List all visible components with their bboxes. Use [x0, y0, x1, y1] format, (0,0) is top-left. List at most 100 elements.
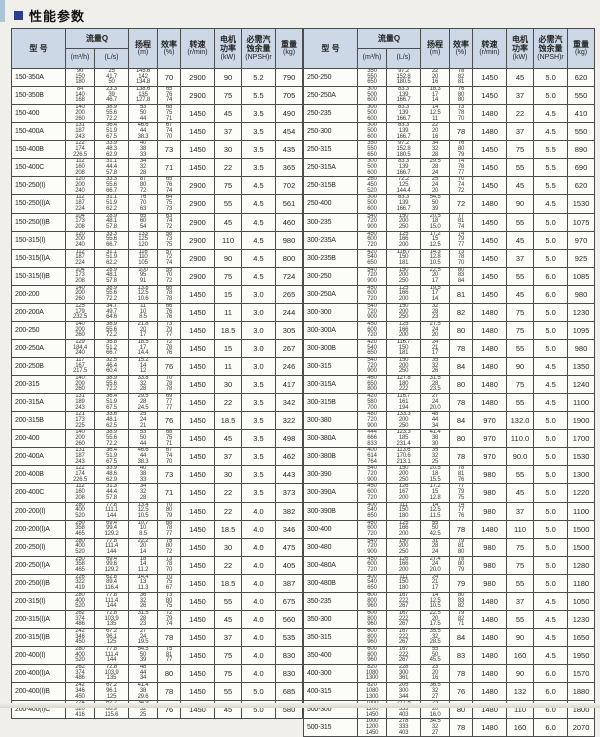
flow-ls-cell: 31.1 51.9 62.2 — [93, 194, 130, 214]
weight-cell: 685 — [275, 682, 304, 702]
flow-ls-cell: 278 333 403 — [386, 718, 422, 737]
head-cell: 33.8 32 28 — [128, 375, 159, 395]
weight-cell: 550 — [567, 86, 596, 106]
power-cell: 45 — [506, 483, 535, 503]
flow-m3h-cell: 250 358 465 — [65, 519, 95, 539]
flow-m3h-cell: 120 200 240 — [65, 176, 95, 196]
model-cell: 200-315 — [11, 375, 66, 395]
power-cell: 75 — [506, 302, 535, 322]
flow-m3h-cell: 84 140 168 — [65, 86, 95, 106]
model-cell: 200-315B — [11, 411, 66, 431]
flow-m3h-cell: 250 358 465 — [65, 555, 95, 575]
flow-m3h-cell: 444 666 833 — [357, 429, 388, 449]
speed-cell: 1480 — [472, 718, 508, 737]
model-cell: 250-315B — [303, 176, 359, 196]
efficiency-cell: 70 — [157, 67, 182, 88]
flow-ls-cell: 36.4 51.9 67.5 — [93, 447, 130, 467]
flow-m3h-cell: 140 200 260 — [65, 104, 95, 124]
model-cell: 250-235 — [303, 104, 359, 124]
efficiency-cell: 77 81 74 — [449, 212, 474, 232]
npsh-cell: 4.5 — [533, 356, 569, 377]
flow-m3h-cell: 140 200 260 — [65, 284, 95, 304]
flow-ls-cell: 35.8 51.2 66.7 — [93, 338, 130, 359]
power-cell: 132.0 — [506, 411, 535, 431]
model-cell: 400-300 — [303, 664, 359, 684]
npsh-cell: 5.0 — [241, 682, 277, 702]
model-cell: 200-400A — [11, 447, 66, 467]
model-cell: 150-400 — [11, 104, 66, 124]
efficiency-cell: 71 — [157, 483, 182, 503]
efficiency-cell: 80 83 82 — [449, 591, 474, 611]
flow-m3h-cell: 420 540 650 — [357, 248, 388, 268]
power-cell: 90.0 — [506, 447, 535, 467]
table-row: 200-315B 121 173 225 33.6 48.1 62.5 25 24 21 76 145… — [11, 411, 304, 431]
table-row: 200-200 140 200 260 38.9 55.6 72.2 13.8 12.5 10.6… — [11, 284, 304, 304]
flow-ls-cell: 72.8 103.9 135 — [93, 609, 130, 629]
npsh-cell: 5.0 — [533, 537, 569, 557]
power-cell: 22 — [214, 158, 243, 178]
flow-m3h-cell: 260 450 520 — [357, 176, 388, 196]
power-cell: 45 — [214, 104, 243, 124]
speed-cell: 980 — [472, 573, 508, 593]
efficiency-cell: 80 — [449, 375, 474, 395]
weight-cell: 373 — [275, 483, 304, 503]
flow-m3h-cell: 242 346 450 — [65, 682, 95, 702]
weight-cell: 675 — [275, 591, 304, 611]
flow-m3h-cell: 280 400 520 — [65, 591, 95, 611]
speed-cell: 1480 — [472, 356, 508, 377]
table-row: 200-400(I)A 262 374 486 72.8 103.9 135 48 44 34 80… — [11, 664, 304, 684]
model-cell: 250-315A — [303, 158, 359, 178]
flow-ls-cell: 69.4 99.6 129.2 — [93, 555, 130, 575]
flow-m3h-cell: 480 720 900 — [357, 411, 388, 431]
model-cell: 300-300 — [303, 302, 359, 322]
table-row: 300-390B 400 540 650 111 150 180 14 12.5 11.5 74 77… — [303, 501, 596, 521]
col-header-flow: 流量Q — [64, 28, 130, 49]
power-cell: 55 — [506, 212, 535, 232]
efficiency-cell: 67 74 70 — [157, 447, 182, 467]
table-row: 250-400 300 500 600 83.3 139 166.7 54.5 50 39 72 14… — [303, 194, 596, 214]
weight-cell: 790 — [275, 67, 304, 88]
speed-cell: 1450 — [180, 573, 216, 593]
model-cell: 150-250(I) — [11, 176, 66, 196]
flow-ls-cell: 116.7 161 194 — [386, 393, 422, 413]
weight-cell: 980 — [275, 230, 304, 250]
table-row: 300-300B 420 540 650 116.7 150 181 24 21 17 78 1480… — [303, 338, 596, 359]
power-cell: 30 — [214, 537, 243, 557]
head-cell: 48 44 34 — [420, 411, 451, 431]
head-cell: 41.4 38 30 — [420, 429, 451, 449]
weight-cell: 561 — [275, 194, 304, 214]
speed-cell: 1480 — [472, 393, 508, 413]
flow-ls-cell: 228 300 361 — [386, 664, 422, 684]
npsh-cell: 4.5 — [533, 591, 569, 611]
col-header-weight: 重量 (kg) — [275, 28, 304, 69]
npsh-cell: 4.5 — [241, 212, 277, 232]
col-header-efficiency: 效率 (%) — [157, 28, 182, 69]
efficiency-cell: 82 — [449, 302, 474, 322]
speed-cell: 1450 — [180, 284, 216, 304]
weight-cell: 925 — [567, 248, 596, 268]
flow-m3h-cell: 600 800 960 — [357, 645, 388, 666]
speed-cell: 1450 — [180, 320, 216, 340]
efficiency-cell: 80 — [157, 664, 182, 684]
npsh-cell: 4.0 — [241, 573, 277, 593]
speed-cell: 1450 — [180, 302, 216, 322]
speed-cell: 1450 — [180, 501, 216, 521]
npsh-cell: 5.0 — [533, 86, 569, 106]
efficiency-cell: 69 77 77 — [157, 393, 182, 413]
table-row: 300-235B 420 540 650 116.7 150 181 14.3 12.8 10.5… — [303, 248, 596, 268]
section-title-bar: 性能参数 — [14, 6, 85, 25]
head-cell: 46.6 44 38.3 — [128, 447, 159, 467]
left-table-body: 150-350A 90 150 180 25 41.7 50 145.6 142 134.8 70 2… — [11, 67, 304, 720]
table-row: 150-350A 90 150 180 25 41.7 50 145.6 142 134.8 70 2… — [11, 67, 304, 88]
flow-ls-cell: 83.3 139 166.7 — [386, 194, 422, 214]
power-cell: 37 — [506, 248, 535, 268]
npsh-cell: 6.0 — [533, 682, 569, 702]
power-cell: 37 — [506, 501, 535, 521]
efficiency-cell: 72 — [449, 194, 474, 214]
speed-cell: 2900 — [180, 212, 216, 232]
table-row: 200-250(I)A 250 358 465 69.4 99.6 129.2 18 14 11.… — [11, 555, 304, 575]
power-cell: 160 — [506, 718, 535, 737]
power-cell: 110.0 — [506, 429, 535, 449]
table-row: 200-400A 131 187 243 36.4 51.9 67.5 46.6 44 38.3 6… — [11, 447, 304, 467]
head-cell: 32 28 23 — [420, 302, 451, 322]
